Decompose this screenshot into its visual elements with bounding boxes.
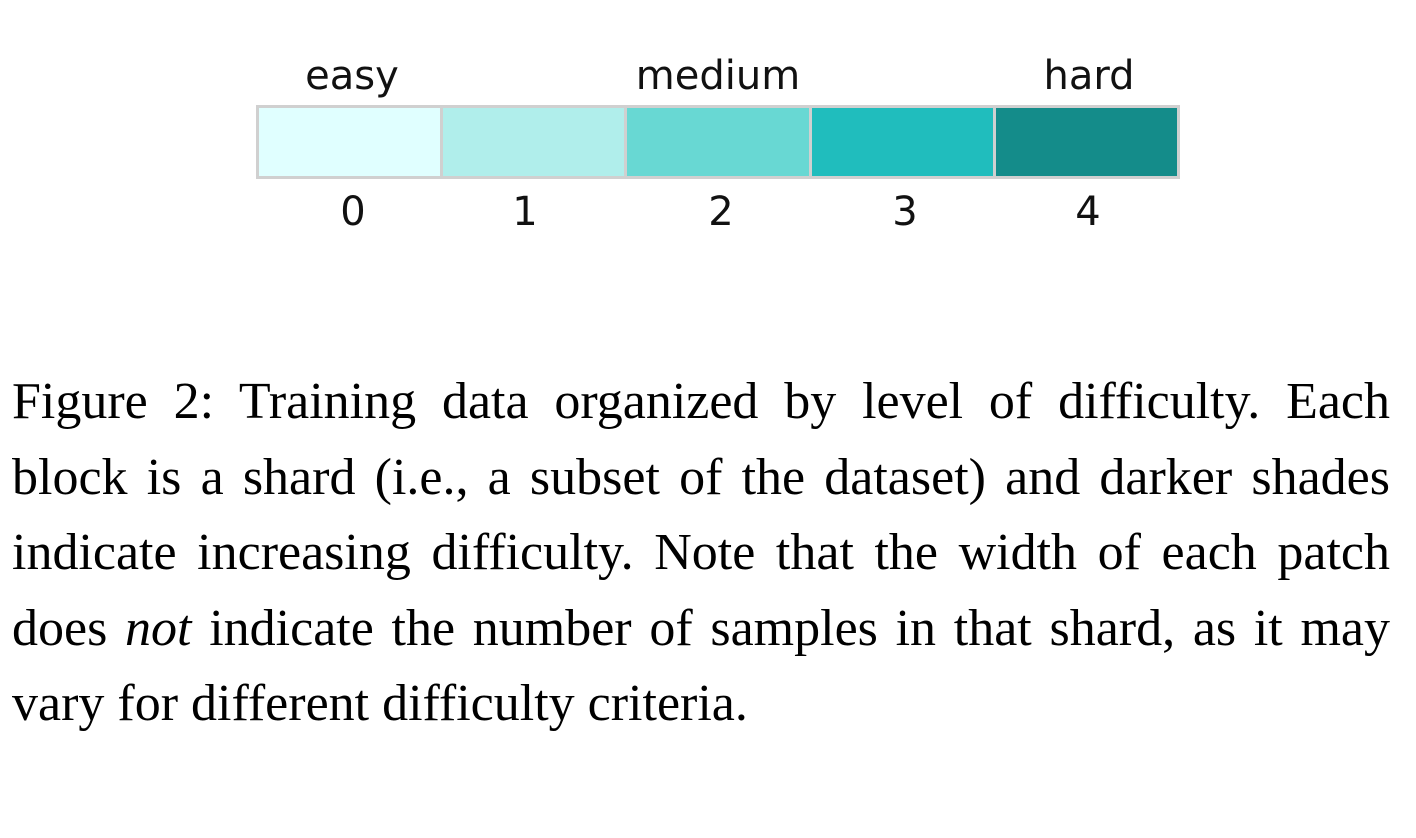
shard-label-2: 2 bbox=[708, 189, 734, 235]
shard-block-0 bbox=[259, 108, 441, 176]
label-medium: medium bbox=[635, 53, 801, 99]
label-easy: easy bbox=[305, 53, 399, 99]
difficulty-figure: easy medium hard 0 1 2 3 4 bbox=[0, 0, 1416, 300]
shard-block-4 bbox=[995, 108, 1178, 176]
shard-bar bbox=[256, 105, 1180, 179]
figure-caption: Figure 2: Training data organized by lev… bbox=[12, 364, 1390, 742]
shard-block-3 bbox=[811, 108, 993, 176]
shard-block-2 bbox=[627, 108, 809, 176]
shard-label-1: 1 bbox=[512, 189, 538, 235]
label-hard: hard bbox=[1043, 53, 1135, 99]
shard-label-4: 4 bbox=[1075, 189, 1101, 235]
caption-emphasis: not bbox=[125, 599, 192, 657]
shard-label-3: 3 bbox=[892, 189, 918, 235]
caption-text-end: indicate the number of samples in that s… bbox=[12, 599, 1390, 733]
caption-text-start: Figure 2: Training data organized by lev… bbox=[12, 373, 1390, 657]
shard-block-1 bbox=[443, 108, 625, 176]
shard-label-0: 0 bbox=[340, 189, 366, 235]
